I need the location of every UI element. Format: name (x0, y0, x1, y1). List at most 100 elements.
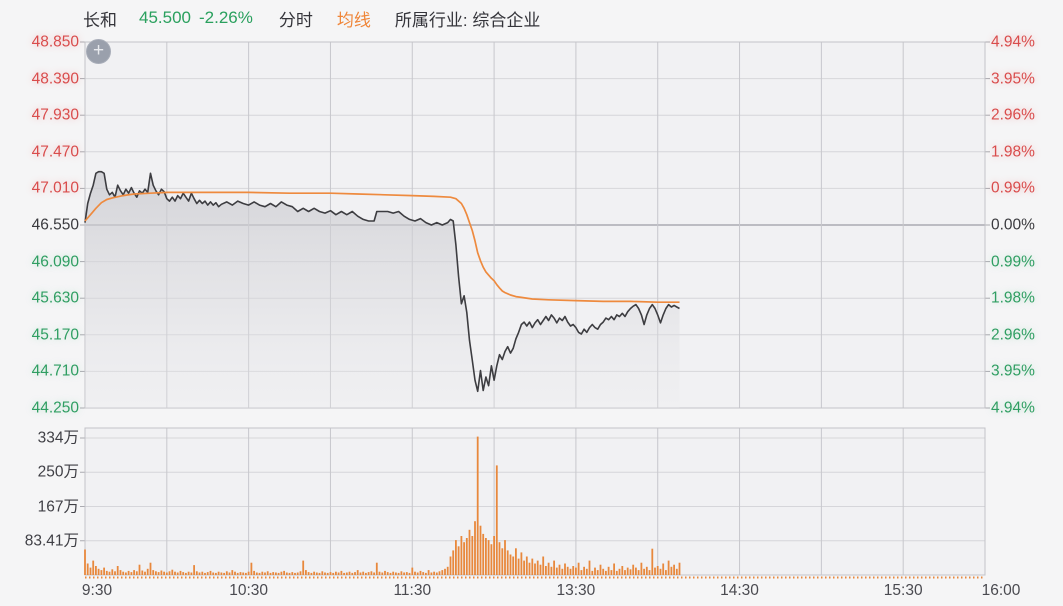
volume-bar (144, 571, 146, 575)
volume-bar (135, 571, 138, 575)
volume-bar (258, 572, 261, 575)
volume-bar (313, 571, 315, 575)
volume-bar (234, 571, 236, 575)
volume-bar (190, 572, 193, 575)
volume-bar (629, 569, 632, 575)
volume-bar (626, 567, 629, 575)
volume-bar (171, 569, 174, 575)
volume-bar (326, 572, 329, 575)
volume-bar (272, 572, 275, 575)
volume-bar (433, 571, 435, 575)
volume-bar (127, 570, 130, 575)
volume-bar (149, 562, 152, 575)
volume-bar (509, 554, 512, 575)
volume-bar (607, 566, 610, 575)
volume-bar (512, 556, 515, 575)
volume-bar (204, 572, 206, 575)
volume-bar (152, 570, 155, 575)
volume-bar (542, 556, 545, 575)
volume-bar (670, 566, 673, 575)
chart-header: 长和 45.500 -2.26% 分时 均线 所属行业: 综合企业 (83, 5, 540, 31)
volume-bar (242, 572, 245, 575)
volume-bar (621, 566, 624, 575)
volume-bar (561, 568, 564, 575)
volume-bar (675, 568, 678, 575)
volume-bar (610, 570, 613, 575)
plus-icon: + (92, 40, 105, 61)
volume-bar (515, 548, 517, 575)
volume-bar (457, 546, 460, 575)
volume-bar (465, 538, 468, 575)
volume-bar (141, 570, 144, 575)
volume-bar (157, 572, 160, 575)
volume-bar (215, 572, 217, 575)
volume-bar (198, 572, 201, 575)
volume-bar (678, 562, 681, 575)
volume-bar (449, 556, 452, 575)
volume-bar (116, 566, 119, 575)
volume-bar (217, 571, 220, 575)
volume-bar (550, 566, 553, 575)
volume-bar (662, 563, 665, 575)
volume-bar (408, 572, 411, 575)
volume-bar (536, 560, 539, 575)
volume-bar (517, 558, 520, 575)
volume-bar (463, 542, 465, 575)
volume-bar (302, 560, 305, 575)
volume-bar (476, 436, 479, 575)
volume-bar (446, 566, 449, 575)
volume-bar (643, 568, 645, 575)
volume-bar (637, 570, 640, 575)
volume-bar (335, 571, 337, 575)
volume-bar (632, 564, 635, 575)
volume-bar (245, 572, 247, 575)
volume-bar (441, 570, 444, 575)
volume-bar (255, 572, 258, 575)
volume-bar (569, 568, 572, 575)
volume-bar (337, 572, 340, 575)
volume-bar (261, 571, 264, 575)
volume-bar (296, 572, 299, 575)
volume-bar (291, 572, 294, 575)
volume-bar (365, 572, 367, 575)
volume-bar (414, 571, 416, 575)
volume-bar (596, 570, 599, 575)
volume-bar (545, 566, 547, 575)
volume-bar (307, 572, 310, 575)
volume-bar (375, 562, 378, 575)
volume-bar (594, 567, 596, 575)
volume-bar (389, 572, 392, 575)
volume-bar (370, 571, 373, 575)
volume-bar (471, 536, 474, 575)
volume-bar (452, 550, 455, 575)
volume-bar (209, 570, 212, 575)
volume-bar (490, 544, 493, 575)
tab-minute-chart[interactable]: 分时 (278, 10, 313, 30)
volume-bar (264, 572, 266, 575)
volume-bar (555, 567, 558, 575)
legend-average-line[interactable]: 均线 (336, 10, 371, 30)
volume-bar (585, 568, 588, 575)
change-percent: -2.26% (199, 8, 253, 27)
volume-bar (479, 525, 482, 575)
volume-bar (651, 548, 654, 575)
volume-bar (114, 571, 116, 575)
volume-bar (386, 572, 389, 575)
volume-bar (332, 572, 335, 575)
volume-bar (659, 568, 662, 575)
volume-bar (495, 465, 498, 575)
volume-bar (193, 565, 195, 575)
volume-bar (223, 572, 225, 575)
volume-bar (266, 571, 269, 575)
volume-bar (580, 570, 583, 575)
volume-bar (572, 566, 575, 575)
volume-bar (605, 570, 607, 575)
volume-bar (422, 572, 425, 575)
zoom-in-button[interactable]: + (86, 39, 111, 64)
volume-bar (155, 571, 157, 575)
volume-bar (280, 571, 283, 575)
volume-bar (285, 572, 288, 575)
volume-bar (119, 570, 122, 575)
